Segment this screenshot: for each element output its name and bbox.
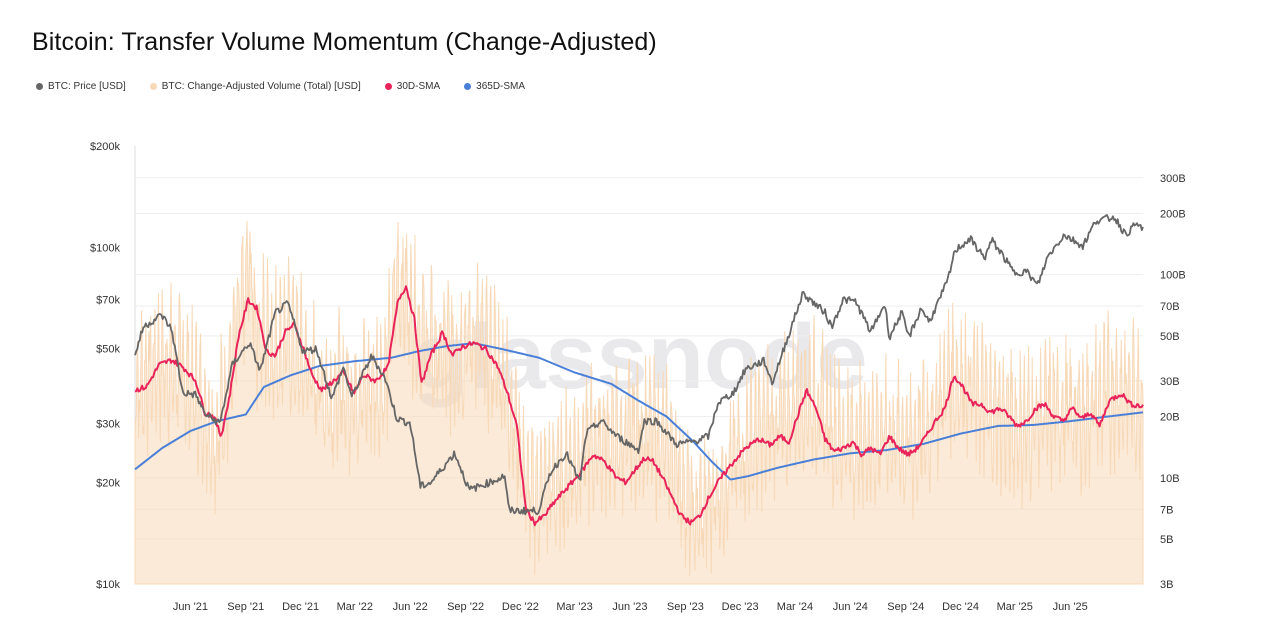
x-tick-label: Jun '23	[612, 601, 647, 613]
series-price	[134, 214, 1144, 516]
y-right-tick-label: 30B	[1160, 376, 1180, 388]
x-tick-label: Dec '21	[282, 601, 319, 613]
legend-item-volume[interactable]: BTC: Change-Adjusted Volume (Total) [USD…	[149, 81, 361, 92]
x-tick-label: Mar '24	[777, 601, 813, 613]
series-365d-sma	[134, 342, 1144, 481]
y-right-tick-label: 7B	[1160, 504, 1173, 516]
y-left-tick-label: $100k	[90, 242, 120, 254]
x-tick-label: Sep '22	[447, 601, 484, 613]
x-tick-label: Mar '22	[337, 601, 373, 613]
y-right-tick-label: 3B	[1160, 579, 1173, 591]
y-right-tick-label: 300B	[1160, 173, 1186, 185]
x-tick-label: Sep '23	[667, 601, 704, 613]
x-tick-label: Dec '24	[942, 601, 979, 613]
legend: BTC: Price [USD] BTC: Change-Adjusted Vo…	[36, 81, 549, 92]
y-left-tick-label: $70k	[96, 294, 120, 306]
y-right-tick-label: 100B	[1160, 270, 1186, 282]
x-tick-label: Mar '25	[997, 601, 1033, 613]
y-right-tick-label: 200B	[1160, 209, 1186, 221]
series-price-line	[134, 214, 1144, 516]
legend-label: 365D-SMA	[476, 81, 526, 92]
legend-label: BTC: Price [USD]	[48, 81, 126, 92]
series-30d-sma-line	[134, 285, 1144, 527]
y-axis-left: $10k $20k $30k $50k $70k $100k $200k	[90, 141, 120, 591]
series-volume	[134, 220, 1144, 585]
x-tick-label: Jun '24	[833, 601, 868, 613]
y-axis-right: 3B 5B 7B 10B 20B 30B 50B 70B 100B 200B 300B	[1160, 173, 1186, 591]
series-365d-sma-line	[134, 342, 1144, 481]
volume-area	[134, 220, 1144, 585]
series-30d-sma	[134, 285, 1144, 527]
x-tick-label: Sep '24	[887, 601, 924, 613]
legend-dot-icon	[464, 83, 472, 90]
x-tick-label: Jun '25	[1053, 601, 1088, 613]
y-right-tick-label: 70B	[1160, 301, 1180, 313]
x-tick-label: Mar '23	[556, 601, 592, 613]
x-tick-label: Jun '22	[393, 601, 428, 613]
y-left-tick-label: $10k	[96, 579, 120, 591]
x-tick-label: Sep '21	[227, 601, 264, 613]
legend-dot-icon	[384, 83, 392, 90]
y-right-tick-label: 10B	[1160, 473, 1180, 485]
x-axis: Jun '21 Sep '21 Dec '21 Mar '22 Jun '22 Sep '…	[173, 601, 1088, 613]
y-right-tick-label: 20B	[1160, 412, 1180, 424]
legend-item-30d-sma[interactable]: 30D-SMA	[384, 81, 441, 92]
y-left-tick-label: $50k	[96, 344, 120, 356]
x-tick-label: Jun '21	[173, 601, 208, 613]
y-left-tick-label: $20k	[96, 478, 120, 490]
x-tick-label: Dec '22	[502, 601, 539, 613]
legend-label: 30D-SMA	[396, 81, 441, 92]
legend-item-365d-sma[interactable]: 365D-SMA	[464, 81, 525, 92]
x-tick-label: Dec '23	[722, 601, 759, 613]
y-right-tick-label: 5B	[1160, 534, 1173, 546]
y-left-tick-label: $200k	[90, 141, 120, 153]
legend-item-price[interactable]: BTC: Price [USD]	[36, 81, 126, 92]
y-left-tick-label: $30k	[96, 418, 120, 430]
y-right-tick-label: 50B	[1160, 331, 1180, 343]
legend-dot-icon	[36, 83, 43, 90]
chart-title: Bitcoin: Transfer Volume Momentum (Chang…	[32, 28, 657, 56]
legend-dot-icon	[149, 83, 157, 90]
legend-label: BTC: Change-Adjusted Volume (Total) [USD…	[161, 81, 361, 92]
